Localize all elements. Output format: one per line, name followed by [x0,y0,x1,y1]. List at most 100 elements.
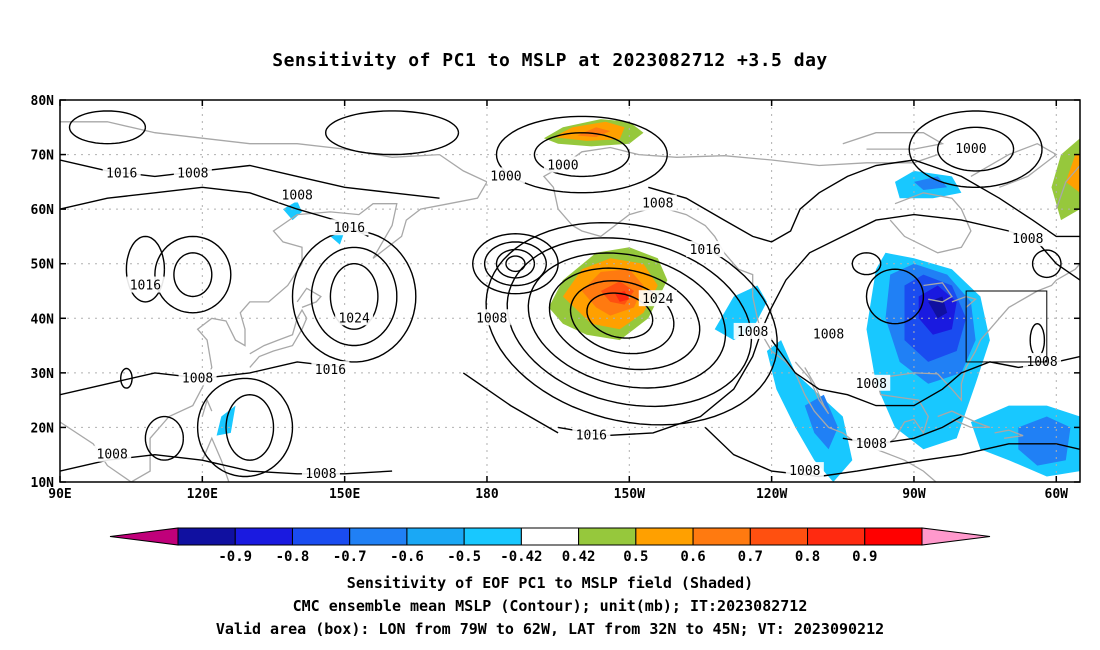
contour-label-bg [543,156,582,173]
coastline [249,308,308,368]
contour-label-bg [335,309,374,326]
lat-tick-label: 80N [31,94,55,109]
contour-label: 1016 [315,363,346,378]
colorbar-box [463,527,522,546]
mslp-contour-line [851,252,882,276]
caption-valid-area: Valid area (box): LON from 79W to 62W, L… [215,620,885,638]
map-axes: 90E 120E 150E 180 150W 120W 90W 60W 80N 70N 60N 50N… [31,94,1080,502]
lat-tick-label: 70N [31,149,55,164]
lat-tick-label: 40N [31,312,55,327]
contour-label-bg [785,462,824,479]
mslp-contour-line [144,415,184,461]
mslp-contour-line [225,393,275,461]
lat-tick-label: 50N [31,258,55,273]
contour-label-bg [486,167,525,184]
contour-label-bg [178,369,217,386]
contour-label-bg [951,140,990,157]
contour-label: 1008 [177,167,208,182]
coastline [970,142,1058,188]
colorbar-label: 0.8 [795,549,820,565]
mslp-contour-line [1029,322,1046,358]
mslp-contour-line [483,241,547,287]
mslp-contour-line [119,367,133,389]
coastline [296,287,322,309]
mslp-contour-line [173,252,213,298]
coastline [842,132,945,150]
map-frame [59,99,1081,483]
contour-label-bg [809,325,848,342]
mslp-contour-line [527,252,727,389]
contour-label-bg [278,186,317,203]
lat-tick-label: 60N [31,203,55,218]
contour-label-bg [311,361,350,378]
contour-label: 1008 [182,371,213,386]
contour-labels: 1016 1008 1008 1016 1016 1024 1016 1008 1008 1008… [93,140,1062,482]
colorbar-label: -0.5 [447,549,481,565]
lon-tick-label: 120W [756,487,787,502]
mslp-contour-line [505,255,526,273]
colorbar-label: 0.7 [738,549,763,565]
lon-tick-label: 60W [1045,487,1069,502]
colorbar-label: 0.5 [623,549,648,565]
coastline [201,436,230,482]
coastline [875,263,1080,450]
coastline [542,146,938,210]
coastline [923,282,953,303]
contour-label-bg [733,322,772,339]
coastline [794,361,830,415]
contour-label: 1008 [642,197,673,212]
lat-tick-label: 20N [31,421,55,436]
mslp-contour-line [125,235,166,303]
coastline [201,398,213,417]
coastline [937,410,991,429]
lat-tick-label: 10N [31,476,55,491]
contour-label-bg [638,194,677,211]
colorbar-box [177,527,236,546]
mslp-contour-line [462,372,559,434]
contour-label: 1024 [338,311,369,326]
colorbar-label: 0.6 [680,549,705,565]
contour-label: 1008 [813,328,844,343]
contour-label-bg [1008,230,1047,247]
contour-label: 1008 [282,189,313,204]
shading-region [1018,416,1071,466]
mslp-contour-line [1031,249,1062,279]
colorbar-max-triangle [921,527,991,546]
mslp-contour-line [495,115,668,194]
colorbar-label: -0.42 [500,549,542,565]
coastline [994,429,1024,439]
contour-label: 1008 [305,467,336,482]
contour-label: 1008 [476,311,507,326]
mslp-contour-line [324,110,460,156]
contour-label: 1016 [130,279,161,294]
shading-region [1051,138,1080,221]
contour-label-bg [330,219,369,236]
contour-label: 1008 [856,377,887,392]
contour-label-bg [572,426,611,443]
mslp-contour-line [936,126,1015,172]
colorbar-box [692,527,751,546]
mslp-contour-line [471,232,559,295]
contour-label: 1016 [334,221,365,236]
contour-label: 1008 [1012,232,1043,247]
colorbar-box [635,527,694,546]
coastline [1055,165,1080,210]
colorbar-label: -0.9 [218,549,252,565]
contour-label-bg [301,464,340,481]
lon-tick-label: 90W [902,487,926,502]
mslp-contour-line [196,377,294,478]
mslp-contour-line [865,268,925,325]
mslp-contour-line [68,110,147,145]
colorbar-box [864,527,923,546]
contour-label: 1008 [97,448,128,463]
colorbar: -0.9 -0.8 -0.7 -0.6 -0.5 -0.42 0.42 0.5 0.6 0.7 0.… [109,527,991,565]
contour-label: 1008 [737,325,768,340]
contour-label-bg [93,445,132,462]
colorbar-box [291,527,351,546]
lon-tick-label: 180 [475,487,499,502]
contour-label-bg [1023,352,1062,369]
coastline [889,192,972,254]
caption-contour: CMC ensemble mean MSLP (Contour); unit(m… [292,597,808,615]
lon-tick-label: 120E [187,487,218,502]
